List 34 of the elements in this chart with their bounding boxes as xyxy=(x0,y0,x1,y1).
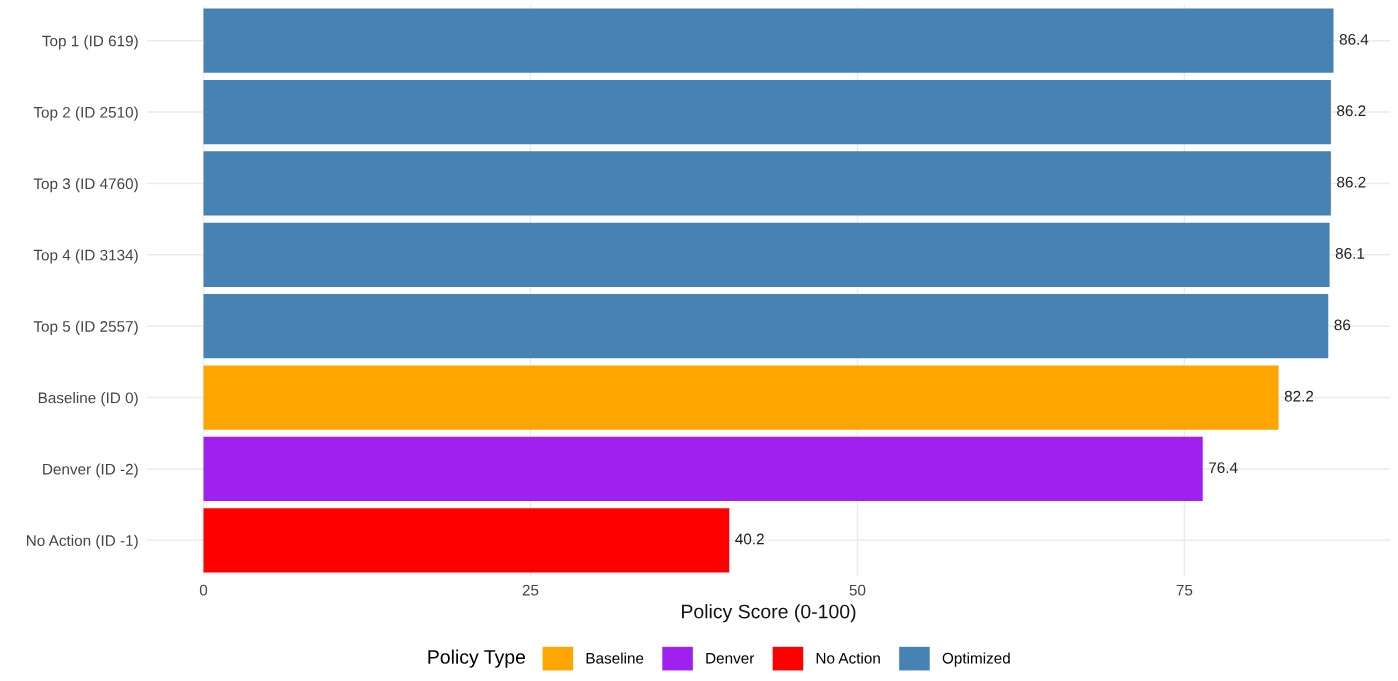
y-tick-label: Top 4 (ID 3134) xyxy=(33,249,138,264)
bar xyxy=(203,436,1203,502)
legend-label: Denver xyxy=(706,652,755,664)
legend-title: Policy Type xyxy=(428,649,526,668)
y-tick-label: Baseline (ID 0) xyxy=(38,392,138,407)
x-tick-label: 25 xyxy=(522,584,539,596)
bar xyxy=(203,508,730,573)
legend-label: No Action xyxy=(816,652,880,664)
x-tick-label: 0 xyxy=(199,584,208,596)
y-tick-label: Top 5 (ID 2557) xyxy=(33,320,138,335)
data-label: 86 xyxy=(1334,319,1351,331)
data-label: 76.4 xyxy=(1209,462,1238,474)
bar xyxy=(203,222,1330,287)
bar xyxy=(203,8,1334,73)
data-label: 86.1 xyxy=(1335,248,1365,259)
data-label: 82.2 xyxy=(1284,390,1314,402)
bar xyxy=(203,294,1329,359)
y-tick-label: No Action (ID -1) xyxy=(27,534,138,550)
x-axis-title: Policy Score (0-100) xyxy=(682,604,856,623)
y-tick-label: Top 3 (ID 4760) xyxy=(33,177,138,193)
y-tick-label: Top 2 (ID 2510) xyxy=(33,106,138,121)
data-label: 86.4 xyxy=(1339,33,1369,45)
data-label: 86.2 xyxy=(1337,176,1366,188)
y-tick-label: Top 1 (ID 619) xyxy=(42,35,138,50)
x-tick-label: 50 xyxy=(849,584,866,596)
data-label: 86.2 xyxy=(1337,105,1366,117)
legend-label: Optimized xyxy=(942,652,1010,667)
bar xyxy=(203,151,1331,216)
y-tick-label: Denver (ID -2) xyxy=(43,463,138,478)
bar xyxy=(203,79,1331,145)
bar xyxy=(203,365,1279,430)
x-tick-label: 75 xyxy=(1176,584,1193,596)
data-label: 40.2 xyxy=(735,533,764,545)
legend-label: Baseline xyxy=(586,652,644,664)
